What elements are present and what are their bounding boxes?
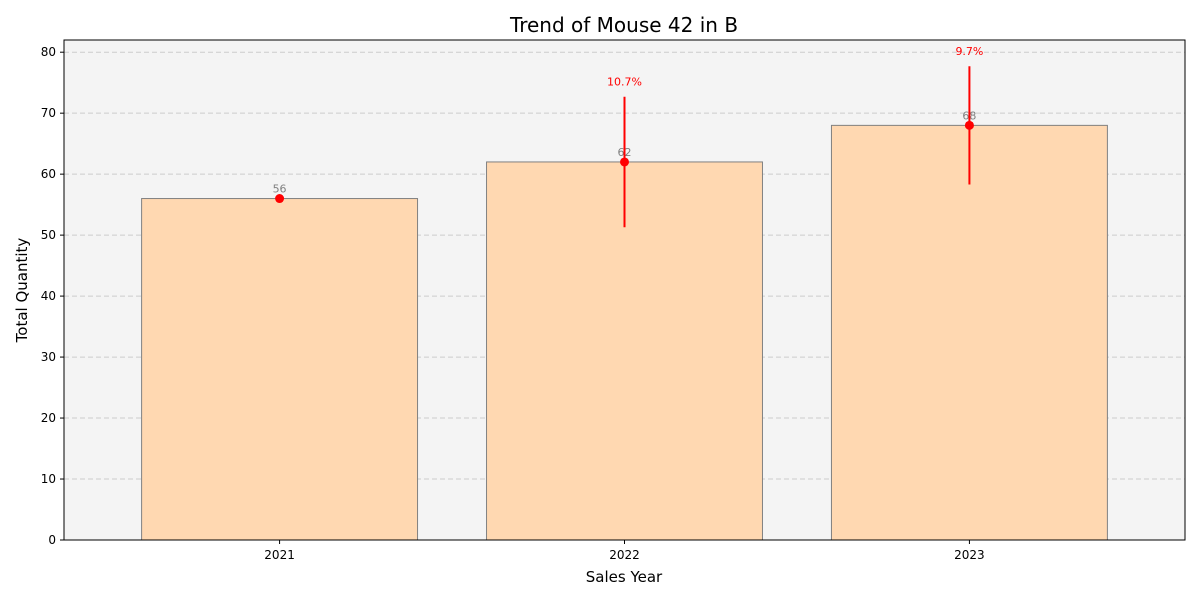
data-point	[620, 157, 629, 167]
bar	[830, 124, 1108, 541]
bars-layer: 566268	[141, 109, 1108, 541]
y-axis: 0 10 20 30 40 50 60 70 80	[41, 45, 64, 547]
x-tick-label: 2021	[264, 548, 295, 562]
x-tick-label: 2022	[609, 548, 640, 562]
y-tick-label: 40	[41, 289, 56, 303]
x-axis: 2021 2022 2023	[264, 540, 985, 562]
y-tick-label: 10	[41, 472, 56, 486]
x-axis-title: Sales Year	[586, 568, 663, 586]
x-tick-label: 2023	[954, 548, 985, 562]
y-tick-label: 30	[41, 350, 56, 364]
y-tick-label: 60	[41, 167, 56, 181]
y-axis-title: Total Quantity	[13, 238, 31, 344]
data-point	[275, 194, 285, 204]
y-tick-label: 20	[41, 411, 56, 425]
chart-title: Trend of Mouse 42 in B	[509, 13, 738, 37]
y-tick-label: 70	[41, 106, 56, 120]
growth-label: 9.7%	[955, 45, 983, 58]
y-tick-label: 80	[41, 45, 56, 59]
bar	[141, 198, 419, 541]
y-tick-label: 50	[41, 228, 56, 242]
bar-value-label: 56	[273, 183, 287, 196]
data-point	[964, 120, 974, 130]
growth-label: 10.7%	[607, 76, 642, 89]
errors-layer: 10.7% 9.7%	[275, 45, 983, 228]
y-tick-label: 0	[48, 533, 56, 547]
